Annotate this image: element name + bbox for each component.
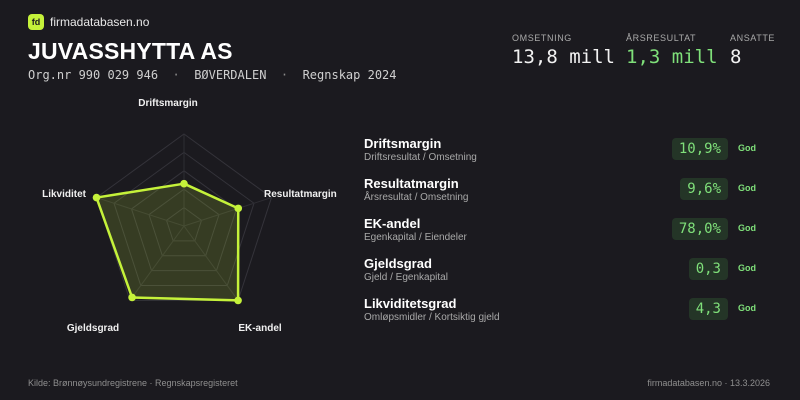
separator: · <box>280 68 289 82</box>
metric-name: Gjeldsgrad <box>364 256 432 271</box>
location: BØVERDALEN <box>194 68 267 82</box>
radar-axis-label: EK-andel <box>238 323 282 334</box>
radar-data-point <box>92 193 101 202</box>
accounting-period: Regnskap 2024 <box>302 68 397 82</box>
metric-row: Resultatmargin Årsresultat / Omsetning 9,6… <box>364 174 776 214</box>
radar-spoke <box>183 225 239 301</box>
stat-label: OMSETNING <box>512 33 572 43</box>
metric-description: Gjeld / Egenkapital <box>364 272 448 283</box>
radar-data-point <box>180 179 188 188</box>
radar-spoke <box>129 225 185 301</box>
stat-label: ANSATTE <box>730 33 776 43</box>
metric-description: Omløpsmidler / Kortsiktig gjeld <box>364 312 500 323</box>
metric-name: Likviditetsgrad <box>364 296 457 311</box>
radar-series-area <box>95 182 240 302</box>
metric-name: EK-andel <box>364 216 421 231</box>
company-name: JUVASSHYTTA AS <box>28 38 233 64</box>
footer-site-date[interactable]: firmadatabasen.no · 13.3.2026 <box>647 378 770 388</box>
radar-grid-ring <box>95 133 273 301</box>
brand: fd firmadatabasen.no <box>28 14 149 30</box>
metric-name: Resultatmargin <box>364 176 459 191</box>
org-number: Org.nr 990 029 946 <box>28 68 159 82</box>
brand-name[interactable]: firmadatabasen.no <box>50 15 150 29</box>
metric-value: 9,6% <box>680 178 728 200</box>
metric-rating-badge: God <box>738 303 756 313</box>
metric-description: Egenkapital / Eiendeler <box>364 232 467 243</box>
stat-revenue: OMSETNING 13,8 mill <box>512 33 615 68</box>
metric-description: Driftsresultat / Omsetning <box>364 152 477 163</box>
radar-axis-label: Gjeldsgrad <box>67 323 119 334</box>
metrics-list: Driftsmargin Driftsresultat / Omsetning 10… <box>364 134 776 334</box>
metric-value: 10,9% <box>671 138 728 160</box>
stat-value: 8 <box>730 46 742 68</box>
stat-value: 13,8 mill <box>512 46 615 68</box>
metric-value: 0,3 <box>688 258 728 280</box>
stat-annual-result: ÅRSRESULTAT 1,3 mill <box>626 33 718 68</box>
brand-logo-icon: fd <box>28 14 44 30</box>
metric-row: EK-andel Egenkapital / Eiendeler 78,0% God <box>364 214 776 254</box>
radar-axis-label: Likviditet <box>42 189 87 200</box>
metric-rating-badge: God <box>738 183 756 193</box>
radar-axis-label: Resultatmargin <box>264 189 337 200</box>
stat-employees: ANSATTE 8 <box>730 33 775 68</box>
separator: · <box>172 68 180 82</box>
stat-label: ÅRSRESULTAT <box>626 33 697 43</box>
footer-source: Kilde: Brønnøysundregistrene · Regnskaps… <box>28 378 238 388</box>
metric-row: Gjeldsgrad Gjeld / Egenkapital 0,3 God <box>364 254 776 294</box>
metric-rating-badge: God <box>738 143 756 153</box>
radar-grid-ring <box>113 151 255 287</box>
radar-spoke <box>183 197 272 227</box>
metric-value: 78,0% <box>671 218 728 240</box>
radar-grid-ring <box>165 206 203 242</box>
metric-rating-badge: God <box>738 223 756 233</box>
stat-value: 1,3 mill <box>626 46 718 68</box>
radar-spoke <box>96 197 185 227</box>
radar-data-point <box>128 293 136 302</box>
metric-row: Likviditetsgrad Omløpsmidler / Kortsiktig… <box>364 294 776 334</box>
radar-data-point <box>234 296 242 305</box>
company-subline: Org.nr 990 029 946 · BØVERDALEN · Regnsk… <box>28 68 397 82</box>
radar-chart: Driftsmargin Resultatmargin EK-andel Gjelds… <box>42 98 337 334</box>
metric-value: 4,3 <box>688 298 728 320</box>
metric-rating-badge: God <box>738 263 756 273</box>
metric-name: Driftsmargin <box>364 136 442 151</box>
metric-description: Årsresultat / Omsetning <box>364 192 469 203</box>
metric-row: Driftsmargin Driftsresultat / Omsetning 10… <box>364 134 776 174</box>
radar-axis-label: Driftsmargin <box>138 98 197 109</box>
radar-data-point <box>234 204 243 213</box>
radar-grid-ring <box>148 188 220 257</box>
